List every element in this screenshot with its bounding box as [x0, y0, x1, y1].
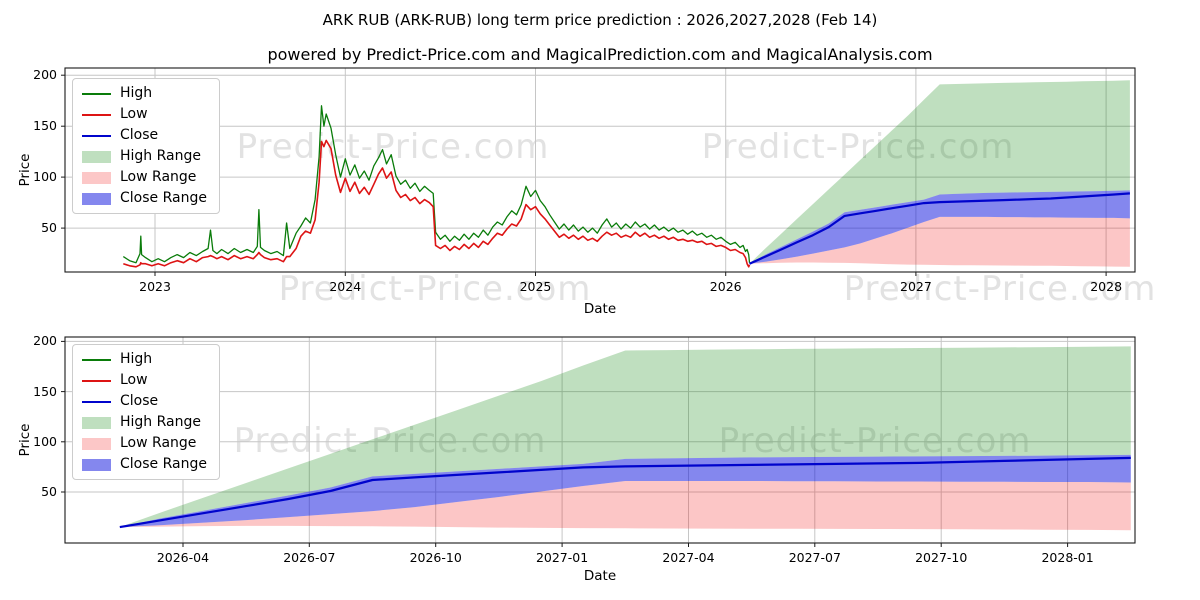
close-swatch-icon	[82, 134, 111, 137]
plot-border	[64, 336, 1136, 544]
x-axis-label-date-top: Date	[583, 301, 617, 317]
legend-item: High Range	[82, 149, 207, 164]
watermark-text: Predict-Price.com	[719, 421, 1032, 461]
legend-item: Low Range	[82, 170, 207, 185]
legend: High Low Close High Range Low Range Close Ran…	[72, 344, 220, 480]
legend-item: Close	[82, 128, 207, 143]
y-tick-label: 100	[33, 169, 57, 185]
legend-item: Low Range	[82, 436, 207, 451]
legend-item: High Range	[82, 415, 207, 430]
close-swatch-icon	[82, 400, 111, 403]
legend-label: High	[120, 85, 153, 101]
y-tick-label: 100	[33, 433, 57, 449]
low-swatch-icon	[82, 113, 111, 116]
legend-item: Low	[82, 373, 207, 388]
high-range-area	[749, 80, 1130, 264]
close-line	[749, 192, 1130, 265]
high-range-swatch-icon	[82, 150, 111, 163]
x-tick-label: 2027-01	[535, 550, 589, 565]
legend-label: Low	[120, 372, 148, 388]
y-tick-label: 150	[33, 383, 57, 399]
legend-label: Close	[120, 393, 159, 409]
legend-item: Close	[82, 394, 207, 409]
legend-label: Low Range	[120, 169, 197, 185]
legend-item: Close Range	[82, 191, 207, 206]
x-axis-label-date-bottom: Date	[583, 568, 617, 584]
watermark-text: Predict-Price.com	[279, 269, 592, 309]
page-title: ARK RUB (ARK-RUB) long term price predic…	[322, 11, 878, 29]
y-tick-label: 200	[33, 333, 57, 349]
x-tick-label: 2026-10	[409, 550, 462, 565]
legend-label: High Range	[120, 414, 201, 430]
legend-label: Low Range	[120, 435, 197, 451]
x-tick-label: 2024	[329, 279, 362, 294]
close-range-swatch-icon	[82, 458, 111, 471]
high-swatch-icon	[82, 92, 111, 95]
close-range-area	[749, 190, 1130, 264]
legend-label: Close Range	[120, 456, 207, 472]
close-line	[119, 456, 1131, 529]
low-range-area	[749, 216, 1130, 267]
legend: High Low Close High Range Low Range Close Ran…	[72, 78, 220, 214]
close-range-area	[119, 454, 1131, 528]
x-tick-label: 2027-07	[788, 550, 841, 565]
x-tick-label: 2026-04	[156, 550, 210, 565]
watermark-text: Predict-Price.com	[844, 269, 1157, 309]
y-tick-label: 50	[41, 484, 57, 499]
x-tick-label: 2023	[139, 279, 171, 294]
legend-label: High	[120, 351, 153, 367]
legend-item: High	[82, 352, 207, 367]
x-tick-label: 2027-04	[662, 550, 715, 565]
x-tick-label: 2027	[900, 279, 932, 294]
x-tick-label: 2027-10	[915, 550, 968, 565]
x-tick-label: 2028-01	[1041, 550, 1094, 565]
high-line	[122, 105, 751, 264]
x-tick-label: 2026	[709, 279, 742, 294]
legend-label: Low	[120, 106, 148, 122]
x-tick-label: 2025	[519, 279, 552, 294]
legend-label: High Range	[120, 148, 201, 164]
high-range-swatch-icon	[82, 416, 111, 429]
legend-item: High	[82, 86, 207, 101]
y-tick-label: 200	[33, 67, 57, 83]
low-range-area	[119, 481, 1131, 531]
watermark-text: Predict-Price.com	[234, 421, 547, 461]
high-swatch-icon	[82, 358, 111, 361]
watermark-text: Predict-Price.com	[702, 127, 1015, 167]
legend-label: Close Range	[120, 190, 207, 206]
y-tick-label: 150	[33, 118, 57, 134]
y-tick-label: 50	[41, 220, 57, 236]
low-swatch-icon	[82, 379, 111, 382]
x-tick-label: 2026-07	[283, 550, 336, 565]
low-line	[123, 139, 751, 268]
figure-subtitle: powered by Predict-Price.com and Magical…	[267, 45, 933, 64]
close-range-swatch-icon	[82, 192, 111, 205]
legend-label: Close	[120, 127, 159, 143]
legend-item: Low	[82, 107, 207, 122]
legend-item: Close Range	[82, 457, 207, 472]
low-range-swatch-icon	[82, 171, 111, 184]
low-range-swatch-icon	[82, 437, 111, 450]
x-tick-label: 2028	[1090, 279, 1123, 294]
plot-border	[64, 67, 1136, 273]
high-range-area	[119, 346, 1131, 528]
